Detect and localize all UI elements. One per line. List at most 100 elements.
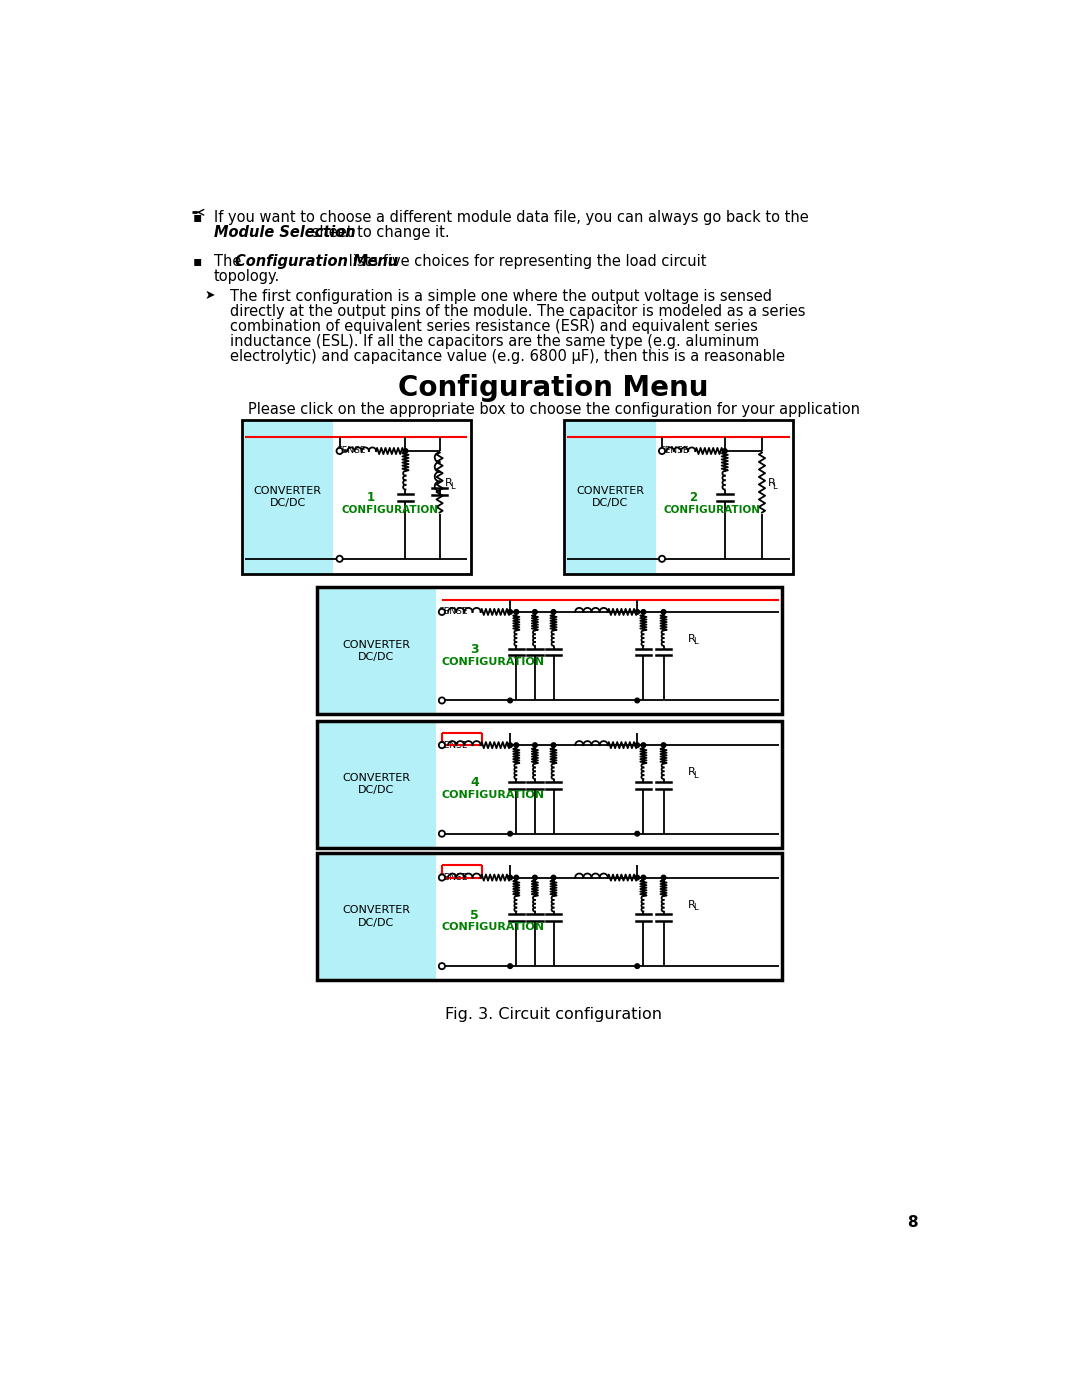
Text: SENSE: SENSE [659,446,688,455]
Text: 4: 4 [470,777,478,789]
Text: SENSE: SENSE [438,608,469,616]
Circle shape [508,964,512,968]
Circle shape [337,448,342,454]
Text: CONVERTER: CONVERTER [576,486,644,496]
Text: DC/DC: DC/DC [270,499,306,509]
Text: topology.: topology. [214,268,281,284]
Text: R: R [688,634,697,644]
Circle shape [661,609,666,615]
Text: electrolytic) and capacitance value (e.g. 6800 μF), then this is a reasonable: electrolytic) and capacitance value (e.g… [230,349,784,365]
Bar [318,721,782,848]
Text: DC/DC: DC/DC [359,918,394,928]
Circle shape [438,831,445,837]
Text: ➤: ➤ [205,289,215,302]
Text: L: L [772,482,777,490]
Text: L: L [693,637,698,647]
Bar [318,587,782,714]
Bar [565,420,656,574]
Text: Configuration Menu: Configuration Menu [235,254,399,268]
Circle shape [508,698,512,703]
Circle shape [635,609,639,615]
Text: 8: 8 [907,1215,918,1229]
Circle shape [635,743,639,747]
Circle shape [642,609,646,615]
Text: lists five choices for representing the load circuit: lists five choices for representing the … [345,254,706,268]
Text: combination of equivalent series resistance (ESR) and equivalent series: combination of equivalent series resista… [230,320,757,334]
Text: CONFIGURATION: CONFIGURATION [442,789,545,800]
Text: Please click on the appropriate box to choose the configuration for your applica: Please click on the appropriate box to c… [247,402,860,418]
Text: Module Selection: Module Selection [214,225,355,240]
Circle shape [438,609,445,615]
Text: inductance (ESL). If all the capacitors are the same type (e.g. aluminum: inductance (ESL). If all the capacitors … [230,334,759,349]
Bar [242,420,471,574]
Bar [318,587,435,714]
Text: CONFIGURATION: CONFIGURATION [663,504,760,514]
Bar [565,420,793,574]
Circle shape [508,831,512,835]
Circle shape [635,698,639,703]
Text: 3: 3 [470,643,478,657]
Circle shape [508,743,512,747]
Text: Configuration Menu: Configuration Menu [399,374,708,402]
Circle shape [514,743,518,747]
Text: L: L [693,902,698,912]
Text: CONFIGURATION: CONFIGURATION [442,657,545,666]
Circle shape [532,609,537,615]
Circle shape [659,448,665,454]
Bar [318,854,782,979]
Text: The first configuration is a simple one where the output voltage is sensed: The first configuration is a simple one … [230,289,771,305]
Text: 1: 1 [366,490,375,504]
Circle shape [514,876,518,880]
Circle shape [635,831,639,835]
Text: CONVERTER: CONVERTER [254,486,322,496]
Text: L: L [693,771,698,780]
Text: CONVERTER: CONVERTER [342,640,410,650]
Text: L: L [449,482,455,490]
Circle shape [661,743,666,747]
Text: CONVERTER: CONVERTER [342,773,410,782]
Circle shape [514,609,518,615]
Text: R: R [688,767,697,777]
Text: directly at the output pins of the module. The capacitor is modeled as a series: directly at the output pins of the modul… [230,305,805,320]
Circle shape [635,964,639,968]
Text: ▪: ▪ [192,210,202,224]
Circle shape [438,697,445,704]
Circle shape [551,876,556,880]
Text: SENSE: SENSE [438,873,469,882]
Circle shape [532,743,537,747]
Circle shape [723,448,727,453]
Text: The: The [214,254,246,268]
Text: R: R [688,900,697,909]
Text: DC/DC: DC/DC [359,652,394,662]
Bar [318,721,435,848]
Text: If you want to choose a different module data file, you can always go back to th: If you want to choose a different module… [214,210,809,225]
Circle shape [337,556,342,562]
Circle shape [403,448,408,453]
Circle shape [532,876,537,880]
Circle shape [438,875,445,880]
Circle shape [508,609,512,615]
Text: Fig. 3. Circuit configuration: Fig. 3. Circuit configuration [445,1007,662,1023]
Circle shape [438,742,445,749]
Circle shape [642,743,646,747]
Text: CONFIGURATION: CONFIGURATION [442,922,545,932]
Text: SENSE: SENSE [438,740,469,750]
Circle shape [551,609,556,615]
Text: DC/DC: DC/DC [592,499,629,509]
Text: R: R [768,478,775,489]
Text: DC/DC: DC/DC [359,785,394,795]
Circle shape [642,876,646,880]
Text: 5: 5 [470,908,478,922]
Text: CONFIGURATION: CONFIGURATION [341,504,438,514]
Text: R: R [445,478,453,489]
Text: ▪: ▪ [192,254,202,268]
Circle shape [661,876,666,880]
Text: sheet to change it.: sheet to change it. [307,225,449,240]
Circle shape [635,876,639,880]
Bar [242,420,334,574]
Text: 2: 2 [689,490,697,504]
Text: CONVERTER: CONVERTER [342,905,410,915]
Circle shape [659,556,665,562]
Circle shape [508,876,512,880]
Circle shape [551,743,556,747]
